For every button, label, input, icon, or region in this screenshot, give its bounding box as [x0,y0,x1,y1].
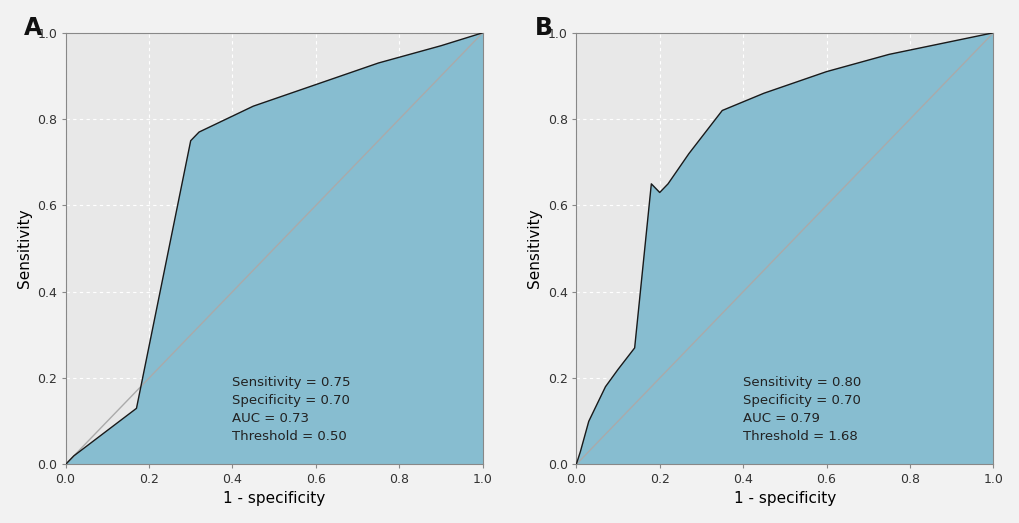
Text: A: A [23,16,42,40]
Y-axis label: Sensitivity: Sensitivity [16,209,32,288]
X-axis label: 1 - specificity: 1 - specificity [733,491,836,506]
Text: B: B [534,16,552,40]
X-axis label: 1 - specificity: 1 - specificity [223,491,325,506]
Text: Sensitivity = 0.75
Specificity = 0.70
AUC = 0.73
Threshold = 0.50: Sensitivity = 0.75 Specificity = 0.70 AU… [232,376,351,443]
Y-axis label: Sensitivity: Sensitivity [527,209,542,288]
Text: Sensitivity = 0.80
Specificity = 0.70
AUC = 0.79
Threshold = 1.68: Sensitivity = 0.80 Specificity = 0.70 AU… [743,376,860,443]
